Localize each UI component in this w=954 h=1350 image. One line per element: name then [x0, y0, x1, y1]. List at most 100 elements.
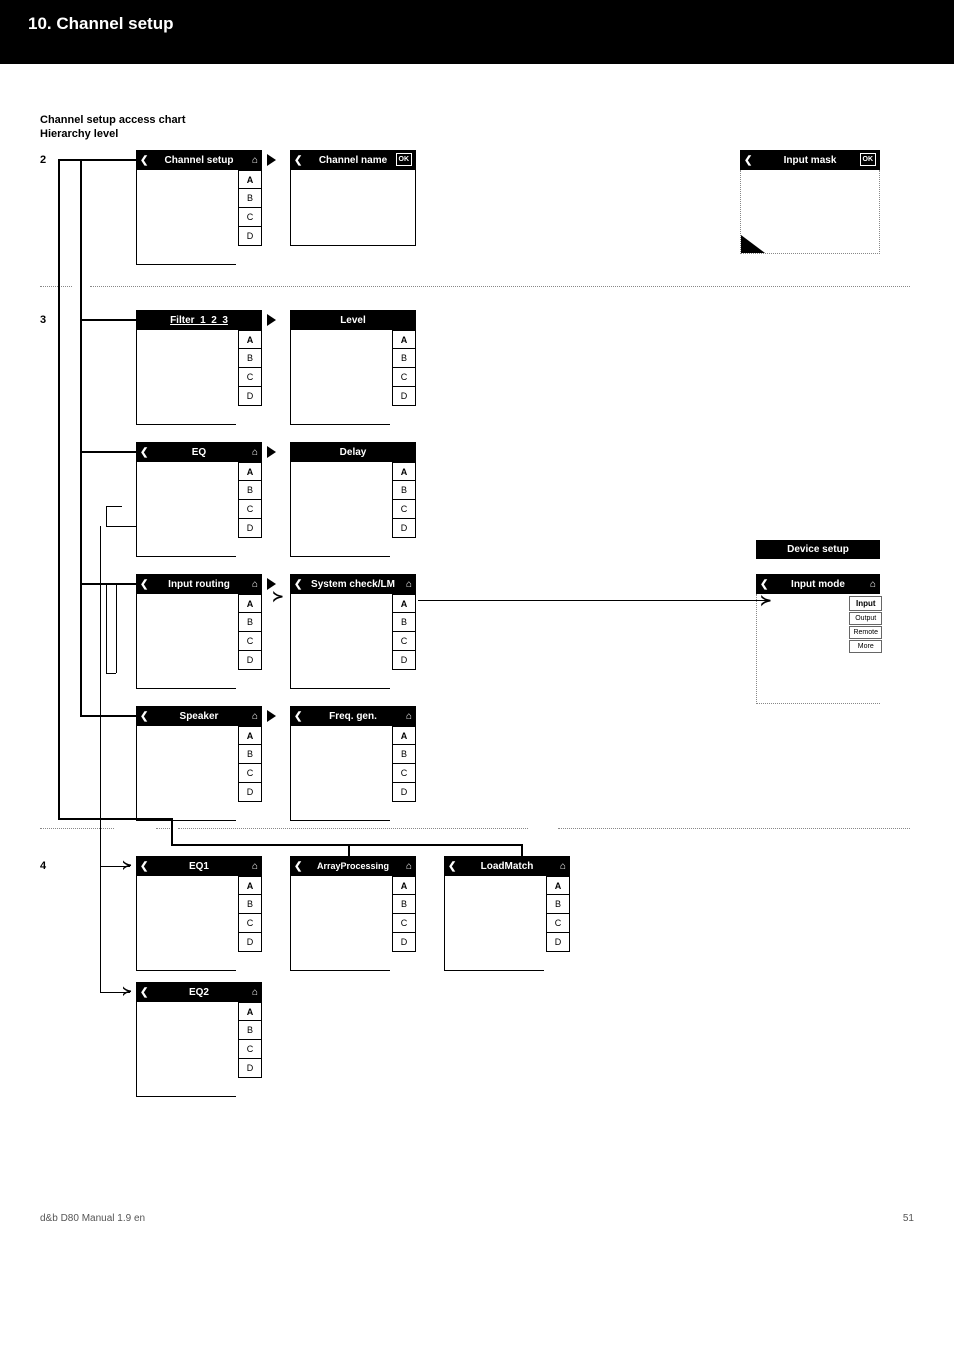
- content-area: Channel setup access chart Hierarchy lev…: [0, 64, 954, 1198]
- tab-c[interactable]: C: [238, 1040, 262, 1059]
- open-arrow-icon: ≻: [272, 588, 284, 605]
- tab-d[interactable]: D: [392, 387, 416, 406]
- tab-d[interactable]: D: [392, 651, 416, 670]
- node-head: Delay: [290, 442, 416, 462]
- hierarchy-diagram: 2 3 4 ❮ Channel setup ⌂ A B C: [40, 148, 914, 1178]
- tab-b[interactable]: B: [238, 613, 262, 632]
- tab-a[interactable]: A: [392, 594, 416, 613]
- home-icon: ⌂: [870, 579, 876, 590]
- home-icon: ⌂: [406, 861, 412, 872]
- level-4-label: 4: [40, 860, 46, 872]
- tab-a[interactable]: A: [392, 462, 416, 481]
- tab-c[interactable]: C: [238, 208, 262, 227]
- node-filter: Filter_1_2_3 A B C D: [136, 310, 262, 406]
- node-head: ❮ Channel setup ⌂: [136, 150, 262, 170]
- tab-c[interactable]: C: [392, 632, 416, 651]
- tab-d[interactable]: D: [392, 519, 416, 538]
- tab-a[interactable]: A: [238, 1002, 262, 1021]
- tab-b[interactable]: B: [238, 349, 262, 368]
- chevron-left-icon: ❮: [744, 155, 752, 166]
- node-head: Level: [290, 310, 416, 330]
- node-head: Filter_1_2_3: [136, 310, 262, 330]
- tab-a[interactable]: A: [546, 876, 570, 895]
- tab-b[interactable]: B: [546, 895, 570, 914]
- chart-subtitle: Hierarchy level: [40, 128, 914, 140]
- node-body: [740, 170, 880, 254]
- tab-d[interactable]: D: [238, 651, 262, 670]
- node-head: ❮ Input mask OK: [740, 150, 880, 170]
- node-body: [290, 170, 416, 246]
- node-frame: [290, 726, 390, 821]
- tab-remote[interactable]: Remote: [849, 626, 882, 639]
- tab-a[interactable]: A: [238, 330, 262, 349]
- tab-b[interactable]: B: [238, 481, 262, 500]
- tab-c[interactable]: C: [238, 632, 262, 651]
- tab-a[interactable]: A: [392, 876, 416, 895]
- node-eq1: ❮ EQ1 ⌂ A B C D: [136, 856, 262, 952]
- tab-input[interactable]: Input: [849, 596, 882, 611]
- node-label: System check/LM: [311, 579, 395, 590]
- chevron-left-icon: ❮: [294, 155, 302, 166]
- node-label: Delay: [340, 447, 367, 458]
- tab-b[interactable]: B: [392, 613, 416, 632]
- tab-c[interactable]: C: [238, 914, 262, 933]
- node-frame: [136, 330, 236, 425]
- tab-a[interactable]: A: [392, 726, 416, 745]
- node-frame: [290, 594, 390, 689]
- open-arrow-icon: ≻: [122, 984, 132, 998]
- ok-badge: OK: [396, 153, 413, 166]
- tab-a[interactable]: A: [238, 170, 262, 189]
- node-frame: [136, 1002, 236, 1097]
- tab-a[interactable]: A: [238, 594, 262, 613]
- tab-c[interactable]: C: [238, 500, 262, 519]
- tab-d[interactable]: D: [238, 933, 262, 952]
- tab-a[interactable]: A: [392, 330, 416, 349]
- tab-d[interactable]: D: [238, 783, 262, 802]
- tab-more[interactable]: More: [849, 640, 882, 653]
- tab-a[interactable]: A: [238, 462, 262, 481]
- tab-c[interactable]: C: [392, 368, 416, 387]
- node-label: Input mask: [784, 155, 837, 166]
- tab-b[interactable]: B: [238, 745, 262, 764]
- node-label: ArrayProcessing: [317, 861, 389, 871]
- tab-c[interactable]: C: [546, 914, 570, 933]
- header-title: 10. Channel setup: [28, 14, 173, 33]
- tab-d[interactable]: D: [238, 1059, 262, 1078]
- chevron-left-icon: ❮: [448, 861, 456, 872]
- tab-b[interactable]: B: [238, 189, 262, 208]
- divider: [40, 828, 114, 829]
- tab-b[interactable]: B: [392, 745, 416, 764]
- tab-b[interactable]: B: [392, 895, 416, 914]
- tab-c[interactable]: C: [392, 914, 416, 933]
- tab-c[interactable]: C: [392, 764, 416, 783]
- chevron-left-icon: ❮: [140, 155, 148, 166]
- node-frame: [290, 462, 390, 557]
- node-label: Input mode: [791, 579, 845, 590]
- tab-d[interactable]: D: [546, 933, 570, 952]
- node-speaker: ❮ Speaker ⌂ A B C D: [136, 706, 262, 802]
- tab-d[interactable]: D: [392, 933, 416, 952]
- tab-d[interactable]: D: [238, 519, 262, 538]
- tab-b[interactable]: B: [392, 481, 416, 500]
- tab-b[interactable]: B: [238, 895, 262, 914]
- node-input-mask: ❮ Input mask OK: [740, 150, 880, 254]
- tab-d[interactable]: D: [238, 387, 262, 406]
- node-frame: [290, 330, 390, 425]
- node-label: Channel name: [319, 155, 387, 166]
- connector: [80, 319, 136, 321]
- triangle-icon: [741, 235, 765, 253]
- tab-output[interactable]: Output: [849, 612, 882, 625]
- tab-d[interactable]: D: [392, 783, 416, 802]
- node-head: ❮ Channel name OK: [290, 150, 416, 170]
- tab-c[interactable]: C: [238, 764, 262, 783]
- tab-b[interactable]: B: [392, 349, 416, 368]
- node-head: ❮ System check/LM ⌂: [290, 574, 416, 594]
- tab-d[interactable]: D: [238, 227, 262, 246]
- tab-b[interactable]: B: [238, 1021, 262, 1040]
- node-label: Freq. gen.: [329, 711, 377, 722]
- node-channel-setup: ❮ Channel setup ⌂ A B C D: [136, 150, 262, 246]
- tab-a[interactable]: A: [238, 726, 262, 745]
- tab-a[interactable]: A: [238, 876, 262, 895]
- tab-c[interactable]: C: [392, 500, 416, 519]
- tab-c[interactable]: C: [238, 368, 262, 387]
